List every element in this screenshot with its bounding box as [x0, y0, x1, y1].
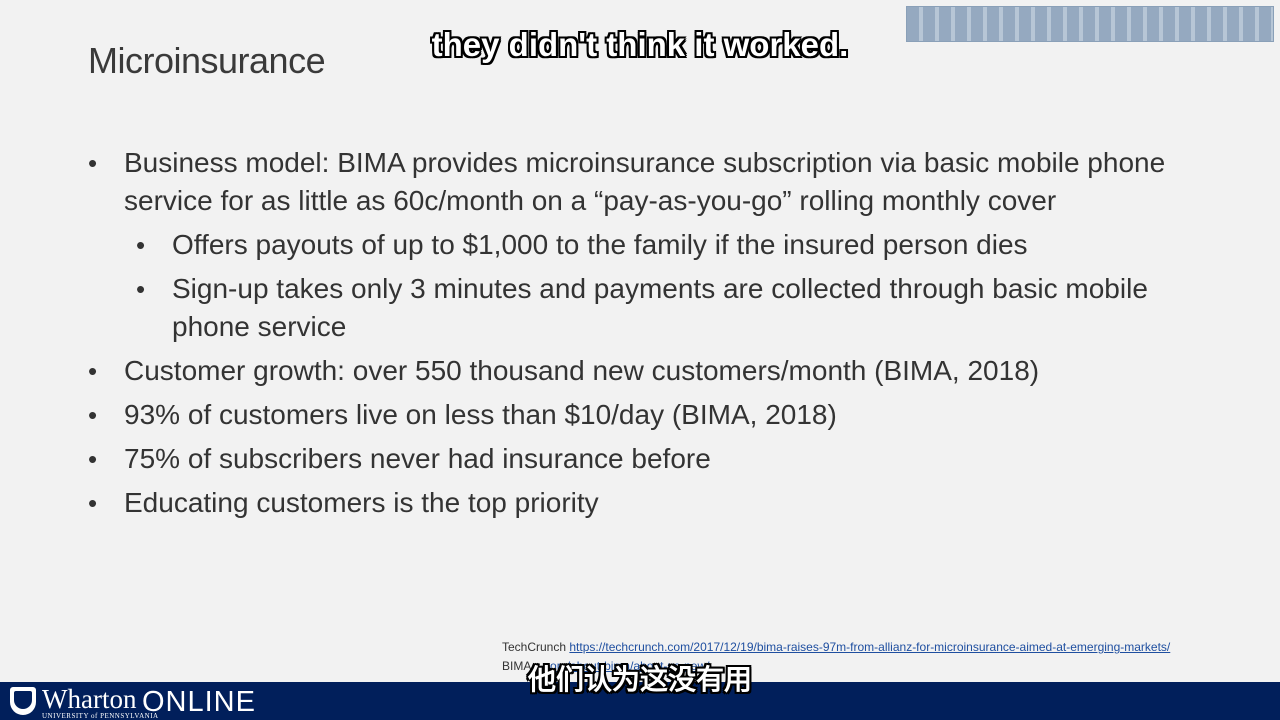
bullet-marker: • — [88, 356, 98, 386]
bullet-text: 93% of customers live on less than $10/d… — [124, 399, 837, 430]
chinese-subtitle: 他们认为这没有用 — [527, 663, 752, 696]
source-link-bima[interactable]: ...com/about-bima/about-us-new/ — [534, 659, 710, 673]
source-label: BIMA — [502, 659, 531, 673]
bullet-item: • Educating customers is the top priorit… — [88, 484, 1198, 522]
bullet-item: • 93% of customers live on less than $10… — [88, 396, 1198, 434]
sub-bullet-item: • Sign-up takes only 3 minutes and payme… — [88, 270, 1198, 346]
source-citations: TechCrunch https://techcrunch.com/2017/1… — [502, 638, 1170, 676]
bullet-marker: • — [136, 230, 146, 260]
slide-title: Microinsurance — [88, 40, 326, 81]
bullet-text: Educating customers is the top priority — [124, 487, 599, 518]
source-line-bima: BIMA ...com/about-bima/about-us-new/ — [502, 657, 1170, 676]
bullet-text: Business model: BIMA provides microinsur… — [124, 147, 1166, 216]
source-line-techcrunch: TechCrunch https://techcrunch.com/2017/1… — [502, 638, 1170, 657]
decorative-pattern — [906, 6, 1274, 42]
bullet-item: • 75% of subscribers never had insurance… — [88, 440, 1198, 478]
logo-online: ONLINE — [142, 686, 256, 718]
bullet-marker: • — [88, 488, 98, 518]
bullet-marker: • — [88, 444, 98, 474]
bullet-text: Offers payouts of up to $1,000 to the fa… — [172, 229, 1028, 260]
bullet-text: Customer growth: over 550 thousand new c… — [124, 355, 1040, 386]
source-label: TechCrunch — [502, 640, 567, 654]
bullet-text: 75% of subscribers never had insurance b… — [124, 443, 711, 474]
bullet-text: Sign-up takes only 3 minutes and payment… — [172, 273, 1148, 342]
footer-bar: Wharton UNIVERSITY of PENNSYLVANIA ONLIN… — [0, 682, 1280, 720]
source-link-techcrunch[interactable]: https://techcrunch.com/2017/12/19/bima-r… — [569, 640, 1171, 654]
english-subtitle: they didn't think it worked. — [431, 26, 849, 63]
bullet-item: • Customer growth: over 550 thousand new… — [88, 352, 1198, 390]
bullet-list: • Business model: BIMA provides microins… — [88, 144, 1198, 528]
bullet-marker: • — [136, 274, 146, 304]
shield-icon — [10, 687, 36, 715]
logo-wordmark: Wharton — [42, 684, 137, 714]
sub-bullet-item: • Offers payouts of up to $1,000 to the … — [88, 226, 1198, 264]
bullet-marker: • — [88, 148, 98, 178]
bullet-item: • Business model: BIMA provides microins… — [88, 144, 1198, 220]
logo-subtext: UNIVERSITY of PENNSYLVANIA — [42, 712, 159, 720]
bullet-marker: • — [88, 400, 98, 430]
